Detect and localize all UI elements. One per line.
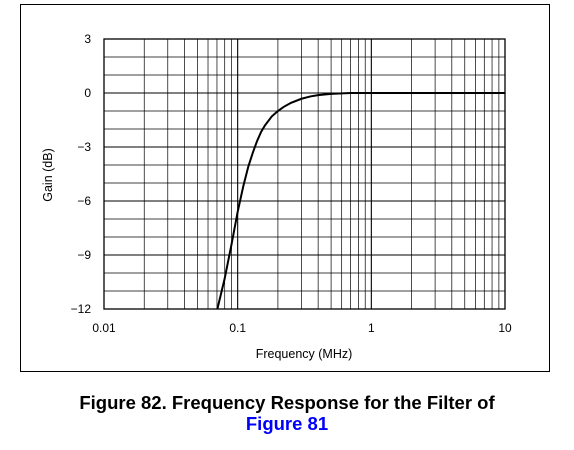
caption-figure-link[interactable]: Figure 81 xyxy=(245,413,329,434)
figure-caption: Figure 82. Frequency Response for the Fi… xyxy=(0,392,574,434)
y-tick-label: 3 xyxy=(84,32,91,46)
y-tick-label: −6 xyxy=(77,194,91,208)
frequency-response-chart: 3 0 −3 −6 −9 −12 0.01 0.1 1 10 Gain (dB) Frequen… xyxy=(41,32,512,361)
x-tick-label: 0.01 xyxy=(92,321,116,335)
y-tick-label: −3 xyxy=(77,140,91,154)
gain-curve xyxy=(216,92,505,310)
y-tick-label: −9 xyxy=(77,248,91,262)
x-axis-label: Frequency (MHz) xyxy=(256,347,353,361)
y-tick-labels: 3 0 −3 −6 −9 −12 xyxy=(71,32,92,316)
y-tick-label: −12 xyxy=(71,302,92,316)
chart-frame xyxy=(20,4,550,372)
caption-title: Figure 82. Frequency Response for the Fi… xyxy=(79,392,495,413)
x-tick-label: 0.1 xyxy=(229,321,246,335)
y-tick-label: 0 xyxy=(84,86,91,100)
x-tick-label: 1 xyxy=(368,321,375,335)
x-tick-labels: 0.01 0.1 1 10 xyxy=(92,321,512,335)
x-tick-label: 10 xyxy=(498,321,512,335)
y-axis-label: Gain (dB) xyxy=(41,148,55,202)
grid-lines xyxy=(104,39,505,309)
plot-area-border xyxy=(103,38,506,310)
